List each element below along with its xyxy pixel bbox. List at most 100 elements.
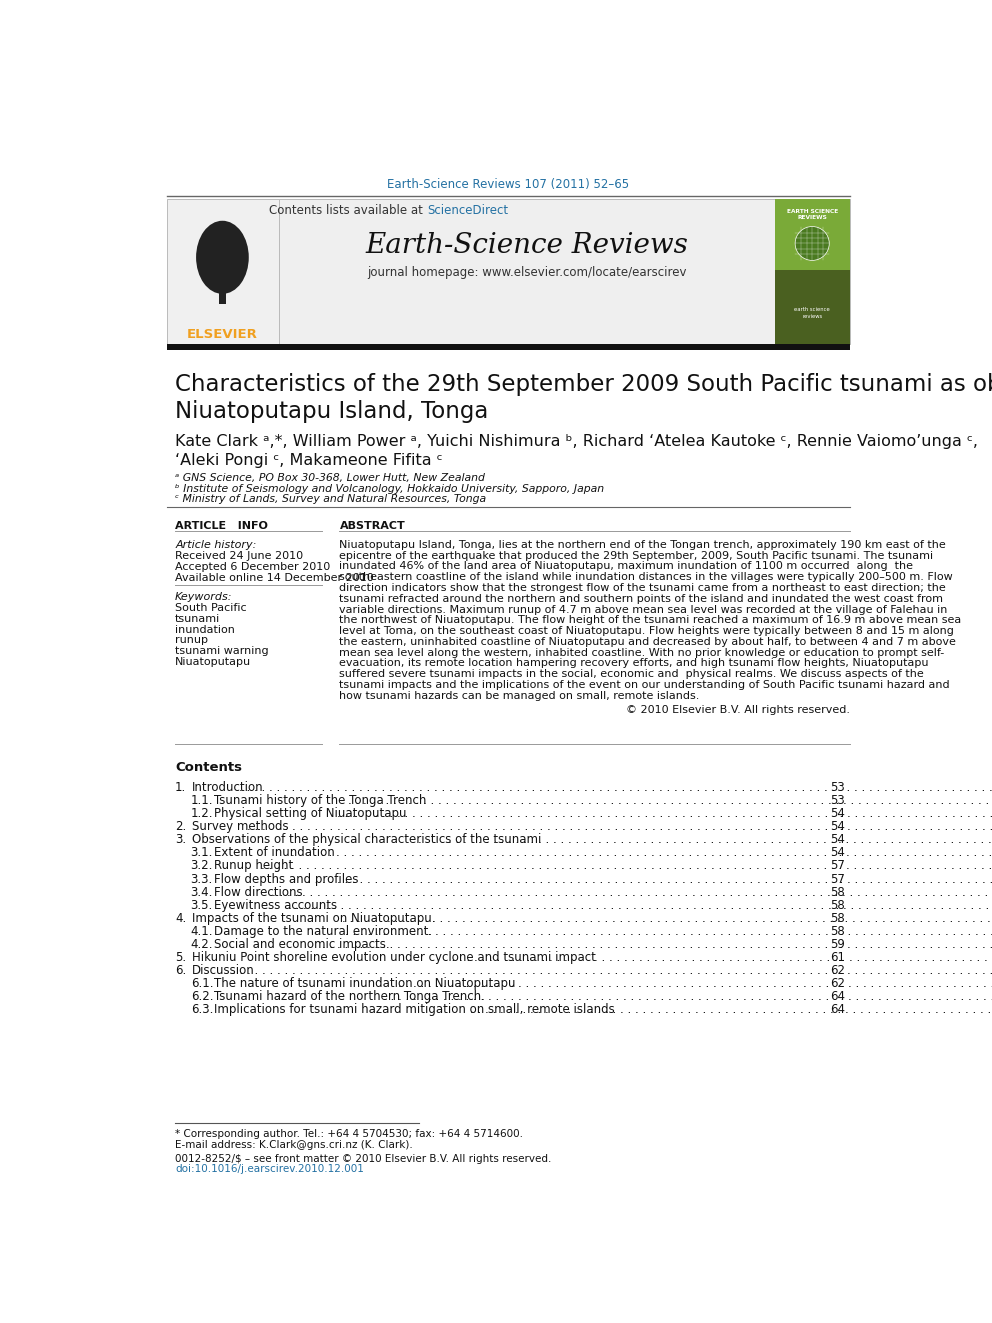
- Text: Introduction: Introduction: [192, 781, 264, 794]
- Text: Tsunami hazard of the northern Tonga Trench.: Tsunami hazard of the northern Tonga Tre…: [214, 991, 485, 1003]
- Text: 1.: 1.: [176, 781, 186, 794]
- Text: 6.1.: 6.1.: [190, 978, 213, 991]
- Text: Tsunami history of the Tonga Trench: Tsunami history of the Tonga Trench: [214, 794, 427, 807]
- Text: 62: 62: [829, 978, 845, 991]
- Text: 3.5.: 3.5.: [190, 898, 213, 912]
- Text: 61: 61: [829, 951, 845, 964]
- Bar: [775, 198, 850, 270]
- Text: inundated 46% of the land area of Niuatoputapu, maximum inundation of 1100 m occ: inundated 46% of the land area of Niuato…: [339, 561, 914, 572]
- Ellipse shape: [196, 221, 249, 294]
- Text: . . . . . . . . . . . . . . . . . . . . . . . . . . . . . . . . . . . . . . . . : . . . . . . . . . . . . . . . . . . . . …: [247, 820, 992, 833]
- Text: . . . . . . . . . . . . . . . . . . . . . . . . . . . . . . . . . . . . . . . . : . . . . . . . . . . . . . . . . . . . . …: [398, 978, 992, 991]
- Text: Extent of inundation: Extent of inundation: [214, 847, 334, 860]
- Text: . . . . . . . . . . . . . . . . . . . . . . . . . . . . . . . . . . . . . . . . : . . . . . . . . . . . . . . . . . . . . …: [292, 847, 992, 860]
- Text: * Corresponding author. Tel.: +64 4 5704530; fax: +64 4 5714600.: * Corresponding author. Tel.: +64 4 5704…: [176, 1129, 523, 1139]
- Text: Damage to the natural environment.: Damage to the natural environment.: [214, 925, 433, 938]
- Text: direction indicators show that the strongest flow of the tsunami came from a nor: direction indicators show that the stron…: [339, 583, 946, 593]
- Text: 54: 54: [830, 833, 845, 847]
- Text: Characteristics of the 29th September 2009 South Pacific tsunami as observed at: Characteristics of the 29th September 20…: [176, 373, 992, 396]
- Text: Earth-Science Reviews: Earth-Science Reviews: [366, 233, 688, 259]
- Text: ᶜ Ministry of Lands, Survey and Natural Resources, Tonga: ᶜ Ministry of Lands, Survey and Natural …: [176, 495, 486, 504]
- Text: 58: 58: [830, 898, 845, 912]
- Text: . . . . . . . . . . . . . . . . . . . . . . . . . . . . . . . . . . . . . . . . : . . . . . . . . . . . . . . . . . . . . …: [273, 885, 992, 898]
- Text: . . . . . . . . . . . . . . . . . . . . . . . . . . . . . . . . . . . . . . . . : . . . . . . . . . . . . . . . . . . . . …: [383, 991, 992, 1003]
- Text: 3.2.: 3.2.: [190, 860, 213, 872]
- Text: 3.: 3.: [176, 833, 186, 847]
- Text: 4.: 4.: [176, 912, 186, 925]
- Text: Kate Clark ᵃ,*, William Power ᵃ, Yuichi Nishimura ᵇ, Richard ‘Atelea Kautoke ᶜ, : Kate Clark ᵃ,*, William Power ᵃ, Yuichi …: [176, 434, 978, 450]
- Text: ScienceDirect: ScienceDirect: [427, 204, 508, 217]
- Text: Survey methods: Survey methods: [192, 820, 289, 833]
- Text: tsunami refracted around the northern and southern points of the island and inun: tsunami refracted around the northern an…: [339, 594, 943, 603]
- Text: Social and economic impacts.: Social and economic impacts.: [214, 938, 390, 951]
- Text: 58: 58: [830, 912, 845, 925]
- Bar: [775, 198, 850, 344]
- Text: . . . . . . . . . . . . . . . . . . . . . . . . . . . . . . . . . . . . . . . . : . . . . . . . . . . . . . . . . . . . . …: [344, 925, 992, 938]
- Text: 53: 53: [830, 781, 845, 794]
- Text: Flow directions: Flow directions: [214, 885, 303, 898]
- Text: Niuatoputapu: Niuatoputapu: [176, 658, 251, 667]
- Text: 6.2.: 6.2.: [190, 991, 213, 1003]
- Bar: [279, 198, 775, 344]
- Text: southeastern coastline of the island while inundation distances in the villages : southeastern coastline of the island whi…: [339, 573, 953, 582]
- Text: 3.3.: 3.3.: [190, 873, 213, 885]
- Text: ᵃ GNS Science, PO Box 30-368, Lower Hutt, New Zealand: ᵃ GNS Science, PO Box 30-368, Lower Hutt…: [176, 472, 485, 483]
- Text: Received 24 June 2010: Received 24 June 2010: [176, 552, 304, 561]
- Text: the northwest of Niuatoputapu. The flow height of the tsunami reached a maximum : the northwest of Niuatoputapu. The flow …: [339, 615, 961, 626]
- Text: runup: runup: [176, 635, 208, 646]
- Text: Contents lists available at: Contents lists available at: [269, 204, 427, 217]
- Text: Available online 14 December 2010: Available online 14 December 2010: [176, 573, 374, 583]
- Text: . . . . . . . . . . . . . . . . . . . . . . . . . . . . . . . . . . . . . . . . : . . . . . . . . . . . . . . . . . . . . …: [337, 807, 992, 820]
- Text: Accepted 6 December 2010: Accepted 6 December 2010: [176, 562, 330, 573]
- Text: Eyewitness accounts: Eyewitness accounts: [214, 898, 337, 912]
- Text: ‘Aleki Pongi ᶜ, Makameone Fifita ᶜ: ‘Aleki Pongi ᶜ, Makameone Fifita ᶜ: [176, 452, 442, 468]
- Text: tsunami impacts and the implications of the event on our understanding of South : tsunami impacts and the implications of …: [339, 680, 950, 691]
- Text: 53: 53: [830, 794, 845, 807]
- Text: Niuatoputapu Island, Tonga: Niuatoputapu Island, Tonga: [176, 400, 488, 423]
- Text: 0012-8252/$ – see front matter © 2010 Elsevier B.V. All rights reserved.: 0012-8252/$ – see front matter © 2010 El…: [176, 1155, 552, 1164]
- Text: 6.3.: 6.3.: [190, 1003, 213, 1016]
- Text: 3.1.: 3.1.: [190, 847, 213, 860]
- Text: . . . . . . . . . . . . . . . . . . . . . . . . . . . . . . . . . . . . . . . . : . . . . . . . . . . . . . . . . . . . . …: [307, 873, 992, 885]
- Text: . . . . . . . . . . . . . . . . . . . . . . . . . . . . . . . . . . . . . . . . : . . . . . . . . . . . . . . . . . . . . …: [261, 860, 992, 872]
- Text: Article history:: Article history:: [176, 540, 257, 550]
- Text: the eastern, uninhabited coastline of Niuatoputapu and decreased by about half, : the eastern, uninhabited coastline of Ni…: [339, 636, 956, 647]
- Text: E-mail address: K.Clark@gns.cri.nz (K. Clark).: E-mail address: K.Clark@gns.cri.nz (K. C…: [176, 1139, 413, 1150]
- Text: . . . . . . . . . . . . . . . . . . . . . . . . . . . . . . . . . . . . . . . . : . . . . . . . . . . . . . . . . . . . . …: [444, 951, 992, 964]
- Text: ABSTRACT: ABSTRACT: [339, 521, 405, 531]
- Text: 5.: 5.: [176, 951, 186, 964]
- Text: ᵇ Institute of Seismology and Volcanology, Hokkaido University, Sapporo, Japan: ᵇ Institute of Seismology and Volcanolog…: [176, 484, 604, 493]
- Text: 59: 59: [830, 938, 845, 951]
- Text: journal homepage: www.elsevier.com/locate/earscirev: journal homepage: www.elsevier.com/locat…: [367, 266, 686, 279]
- Text: evacuation, its remote location hampering recovery efforts, and high tsunami flo: evacuation, its remote location hamperin…: [339, 659, 929, 668]
- Text: . . . . . . . . . . . . . . . . . . . . . . . . . . . . . . . . . . . . . . . . : . . . . . . . . . . . . . . . . . . . . …: [342, 912, 992, 925]
- Text: tsunami: tsunami: [176, 614, 220, 624]
- Text: mean sea level along the western, inhabited coastline. With no prior knowledge o: mean sea level along the western, inhabi…: [339, 648, 944, 658]
- Text: 2.: 2.: [176, 820, 186, 833]
- Text: how tsunami hazards can be managed on small, remote islands.: how tsunami hazards can be managed on sm…: [339, 691, 699, 701]
- Text: Flow depths and profiles: Flow depths and profiles: [214, 873, 358, 885]
- Text: The nature of tsunami inundation on Niuatoputapu: The nature of tsunami inundation on Niua…: [214, 978, 516, 991]
- Text: REVIEWS: REVIEWS: [798, 214, 827, 220]
- Text: 54: 54: [830, 820, 845, 833]
- Text: epicentre of the earthquake that produced the 29th September, 2009, South Pacifi: epicentre of the earthquake that produce…: [339, 550, 933, 561]
- Text: earth science
reviews: earth science reviews: [795, 307, 830, 319]
- Text: 54: 54: [830, 847, 845, 860]
- Text: 57: 57: [830, 860, 845, 872]
- Text: . . . . . . . . . . . . . . . . . . . . . . . . . . . . . . . . . . . . . . . . : . . . . . . . . . . . . . . . . . . . . …: [239, 781, 992, 794]
- Text: 58: 58: [830, 885, 845, 898]
- Text: Runup height: Runup height: [214, 860, 294, 872]
- Bar: [167, 198, 279, 344]
- Text: 4.2.: 4.2.: [190, 938, 213, 951]
- Text: Physical setting of Niuatoputapu: Physical setting of Niuatoputapu: [214, 807, 407, 820]
- Text: 62: 62: [829, 964, 845, 978]
- Text: . . . . . . . . . . . . . . . . . . . . . . . . . . . . . . . . . . . . . . . . : . . . . . . . . . . . . . . . . . . . . …: [321, 938, 992, 951]
- Bar: [775, 270, 850, 344]
- Text: Hikuniu Point shoreline evolution under cyclone and tsunami impact: Hikuniu Point shoreline evolution under …: [192, 951, 596, 964]
- Text: Discussion: Discussion: [192, 964, 255, 978]
- Text: . . . . . . . . . . . . . . . . . . . . . . . . . . . . . . . . . . . . . . . . : . . . . . . . . . . . . . . . . . . . . …: [470, 1003, 992, 1016]
- Text: suffered severe tsunami impacts in the social, economic and  physical realms. We: suffered severe tsunami impacts in the s…: [339, 669, 925, 679]
- Text: Earth-Science Reviews 107 (2011) 52–65: Earth-Science Reviews 107 (2011) 52–65: [387, 177, 630, 191]
- Text: . . . . . . . . . . . . . . . . . . . . . . . . . . . . . . . . . . . . . . . . : . . . . . . . . . . . . . . . . . . . . …: [288, 898, 992, 912]
- Text: . . . . . . . . . . . . . . . . . . . . . . . . . . . . . . . . . . . . . . . . : . . . . . . . . . . . . . . . . . . . . …: [348, 794, 992, 807]
